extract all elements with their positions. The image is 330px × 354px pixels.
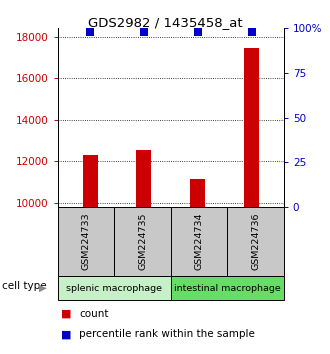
Text: ■: ■ [61,309,72,319]
Text: GSM224733: GSM224733 [82,213,90,270]
Text: GSM224736: GSM224736 [251,213,260,270]
Text: GDS2982 / 1435458_at: GDS2982 / 1435458_at [88,16,242,29]
Bar [244,48,259,207]
Text: GSM224734: GSM224734 [194,213,204,270]
Text: cell type: cell type [2,281,46,291]
Bar [136,150,151,207]
Bar [190,179,205,207]
Point [195,29,200,34]
Text: splenic macrophage: splenic macrophage [66,284,162,293]
Text: count: count [79,309,109,319]
Text: ▶: ▶ [39,283,47,293]
Text: GSM224735: GSM224735 [138,213,147,270]
Point [141,29,147,34]
Text: intestinal macrophage: intestinal macrophage [174,284,280,293]
Point [249,29,254,34]
Bar [82,155,98,207]
Text: percentile rank within the sample: percentile rank within the sample [79,329,255,339]
Text: ■: ■ [61,329,72,339]
Point [87,29,93,34]
